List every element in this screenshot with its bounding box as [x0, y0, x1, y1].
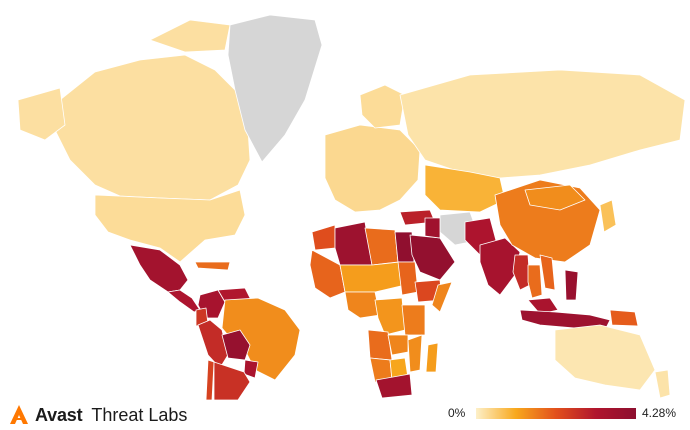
- brand-name: Avast: [35, 404, 83, 425]
- region-morocco: [311, 224, 336, 251]
- region-angola: [367, 329, 393, 361]
- region-madagascar: [425, 342, 439, 373]
- region-vietnam: [539, 254, 556, 291]
- avast-logo-icon: [10, 405, 28, 424]
- legend-gradient-bar: [476, 408, 636, 419]
- region-central-africa: [344, 291, 381, 319]
- region-iraq: [424, 217, 441, 239]
- region-tanzania: [401, 304, 426, 336]
- region-south-africa: [375, 373, 413, 399]
- region-japan: [599, 199, 617, 233]
- region-thailand: [527, 264, 543, 299]
- brand-logo: Avast Threat Labs: [8, 404, 187, 426]
- region-bolivia: [221, 329, 251, 361]
- region-mozambique: [407, 334, 423, 373]
- region-sahel: [339, 261, 406, 293]
- region-central-asia: [424, 164, 506, 213]
- legend-min-label: 0%: [448, 406, 466, 420]
- region-caribbean: [194, 261, 231, 271]
- region-saudi-arabia: [409, 234, 456, 281]
- region-dr-congo: [374, 297, 406, 336]
- region-greenland: [227, 14, 323, 163]
- region-argentina: [213, 361, 251, 400]
- legend-max-label: 4.28%: [642, 406, 677, 420]
- region-malaysia: [527, 297, 559, 315]
- region-myanmar: [512, 254, 531, 291]
- region-europe: [324, 124, 421, 213]
- region-zambia: [387, 334, 409, 356]
- region-somalia: [431, 281, 453, 313]
- brand-subtitle: Threat Labs: [91, 404, 188, 425]
- region-new-zealand: [654, 369, 671, 399]
- region-sudan: [397, 261, 419, 296]
- region-central-america: [167, 289, 201, 313]
- region-paraguay: [243, 359, 259, 379]
- color-legend: 0% 4.28%: [448, 404, 684, 422]
- world-choropleth-map: [17, 14, 686, 400]
- region-philippines: [564, 269, 579, 301]
- region-alaska: [17, 87, 66, 141]
- region-mongolia: [524, 184, 586, 211]
- region-russia: [399, 69, 686, 179]
- region-australia: [554, 324, 656, 391]
- region-papua-new-guinea: [609, 309, 639, 327]
- country-regions: [17, 14, 686, 400]
- region-chile: [205, 359, 215, 400]
- region-india: [479, 237, 521, 296]
- region-canada: [54, 19, 251, 201]
- region-united-states: [94, 189, 246, 263]
- region-scandinavia: [359, 84, 406, 129]
